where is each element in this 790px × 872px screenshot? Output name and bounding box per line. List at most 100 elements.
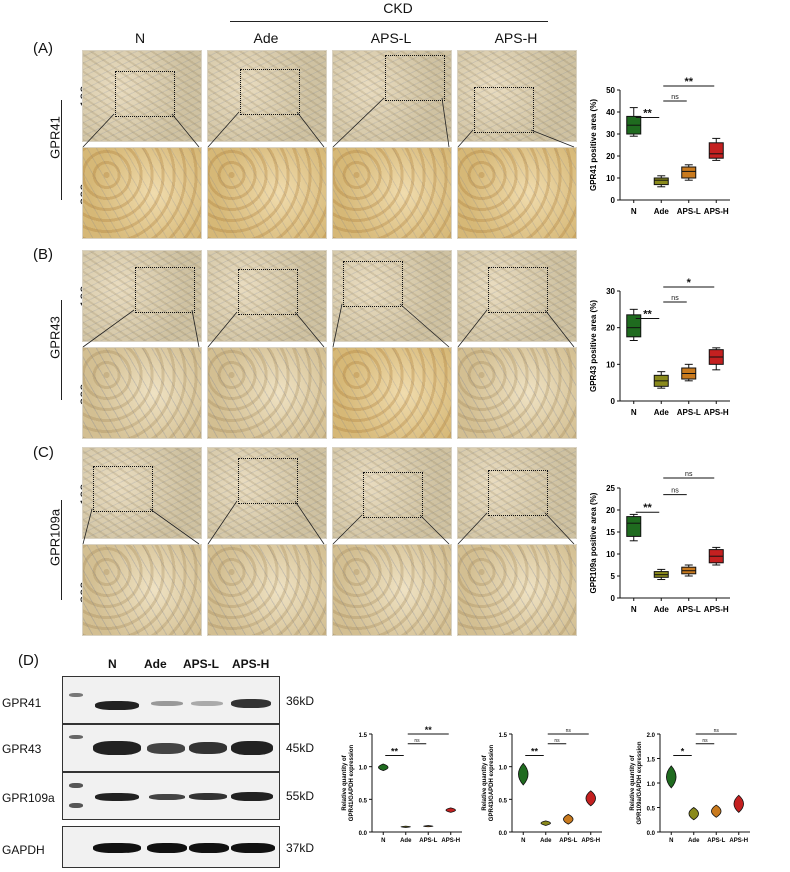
wb-band bbox=[93, 741, 141, 755]
box-n bbox=[626, 516, 642, 537]
micrograph-c-apsl-100x bbox=[332, 447, 452, 539]
y-axis-title-line2: GPR41/GAPDH expression bbox=[349, 744, 355, 821]
zoom-box bbox=[343, 261, 403, 307]
x-tick-label: APS-L bbox=[677, 408, 701, 417]
micrograph-c-ade-100x bbox=[207, 447, 327, 539]
sig-label: ** bbox=[643, 108, 652, 120]
wb-strip-gapdh bbox=[62, 826, 280, 868]
violin-aps-h bbox=[733, 794, 744, 813]
zoom-box bbox=[363, 472, 423, 518]
y-tick-label: 1.0 bbox=[647, 782, 656, 788]
panel-label-a: (A) bbox=[33, 40, 53, 57]
sig-label: ** bbox=[643, 309, 652, 321]
sig-label: * bbox=[687, 277, 692, 289]
row-divider-b bbox=[61, 300, 62, 400]
wb-kd-gpr41: 36kD bbox=[286, 694, 315, 708]
x-tick-label: N bbox=[521, 838, 525, 844]
x-tick-label: APS-L bbox=[559, 838, 577, 844]
box-aps-h bbox=[708, 142, 724, 159]
wb-kd-gpr109a: 55kD bbox=[286, 789, 315, 803]
zoom-box bbox=[488, 470, 548, 516]
wb-marker-band bbox=[69, 803, 83, 808]
y-tick-label: 50 bbox=[606, 86, 615, 95]
micrograph-c-apsl-200x bbox=[332, 544, 452, 636]
box-ade bbox=[653, 374, 669, 387]
sig-label: ** bbox=[425, 725, 433, 735]
y-axis-title: Relative quantity of bbox=[630, 754, 636, 810]
micrograph-a-apsh-200x bbox=[457, 147, 577, 239]
zoom-box bbox=[488, 267, 548, 313]
x-tick-label: Ade bbox=[654, 605, 670, 614]
wb-band bbox=[95, 793, 139, 801]
micrograph-b-apsh-200x bbox=[457, 347, 577, 439]
y-tick-label: 20 bbox=[606, 152, 615, 161]
ckd-group-line bbox=[230, 21, 548, 22]
y-tick-label: 20 bbox=[606, 506, 615, 515]
sig-label: ** bbox=[684, 76, 693, 88]
wb-band bbox=[149, 794, 185, 800]
wb-label-gapdh: GAPDH bbox=[2, 843, 45, 857]
y-tick-label: 5 bbox=[611, 572, 616, 581]
zoom-box bbox=[385, 55, 445, 101]
x-tick-label: APS-H bbox=[441, 838, 460, 844]
x-tick-label: APS-L bbox=[707, 838, 725, 844]
sig-label: ** bbox=[391, 747, 399, 757]
micrograph-c-n-200x bbox=[82, 544, 202, 636]
box-ade bbox=[653, 177, 669, 186]
y-axis-title: GPR109a positive area (%) bbox=[589, 492, 598, 593]
zoom-box bbox=[93, 466, 153, 512]
y-tick-label: 1.5 bbox=[359, 733, 368, 739]
sig-label: ns bbox=[702, 738, 708, 744]
x-tick-label: Ade bbox=[654, 207, 670, 216]
ckd-group-label: CKD bbox=[383, 0, 413, 16]
violin-aps-l bbox=[423, 825, 434, 828]
wb-band bbox=[147, 743, 185, 754]
wb-band bbox=[189, 843, 229, 853]
wb-lane-ade: Ade bbox=[144, 657, 167, 671]
y-tick-label: 0.5 bbox=[359, 798, 368, 804]
box-n bbox=[626, 115, 642, 135]
y-axis-title-line2: GPR43/GAPDH expression bbox=[489, 744, 495, 821]
x-tick-label: N bbox=[631, 605, 637, 614]
column-label-aps-h: APS-H bbox=[494, 30, 538, 46]
y-tick-label: 10 bbox=[606, 360, 615, 369]
wb-band bbox=[189, 793, 227, 800]
violin-aps-h bbox=[445, 807, 456, 813]
sig-label: ns bbox=[671, 94, 679, 101]
y-tick-label: 0.0 bbox=[359, 831, 368, 837]
panel-label-d: (D) bbox=[18, 652, 39, 669]
box-aps-l bbox=[681, 566, 697, 575]
y-axis-title-line2: GPR109a/GAPDH expression bbox=[637, 741, 643, 824]
y-tick-label: 30 bbox=[606, 130, 615, 139]
micrograph-a-ade-100x bbox=[207, 50, 327, 142]
wb-band bbox=[231, 741, 273, 755]
y-tick-label: 1.5 bbox=[499, 733, 508, 739]
y-tick-label: 25 bbox=[606, 484, 615, 493]
column-label-ade: Ade bbox=[253, 30, 279, 46]
wb-lane-aps-h: APS-H bbox=[232, 657, 270, 671]
sig-label: ns bbox=[714, 728, 720, 734]
y-tick-label: 1.0 bbox=[499, 766, 508, 772]
x-tick-label: Ade bbox=[688, 838, 700, 844]
wb-band bbox=[231, 699, 271, 708]
x-tick-label: APS-H bbox=[704, 207, 729, 216]
micrograph-a-n-200x bbox=[82, 147, 202, 239]
box-aps-l bbox=[681, 367, 697, 380]
micrograph-a-apsh-100x bbox=[457, 50, 577, 142]
box-n bbox=[626, 314, 642, 338]
wb-marker-band bbox=[69, 693, 83, 697]
zoom-box bbox=[115, 71, 175, 117]
micrograph-b-apsl-200x bbox=[332, 347, 452, 439]
violin-ade bbox=[688, 807, 699, 821]
y-tick-label: 1.5 bbox=[647, 758, 656, 764]
violin-ade bbox=[400, 825, 411, 828]
y-tick-label: 30 bbox=[606, 287, 615, 296]
sig-label: ** bbox=[531, 747, 539, 757]
wb-band bbox=[189, 742, 227, 754]
column-label-aps-l: APS-L bbox=[370, 30, 412, 46]
wb-band bbox=[95, 701, 139, 710]
y-axis-title: Relative quantity of bbox=[482, 754, 488, 810]
y-tick-label: 2.0 bbox=[647, 733, 656, 739]
y-tick-label: 15 bbox=[606, 528, 615, 537]
micrograph-b-n-200x bbox=[82, 347, 202, 439]
